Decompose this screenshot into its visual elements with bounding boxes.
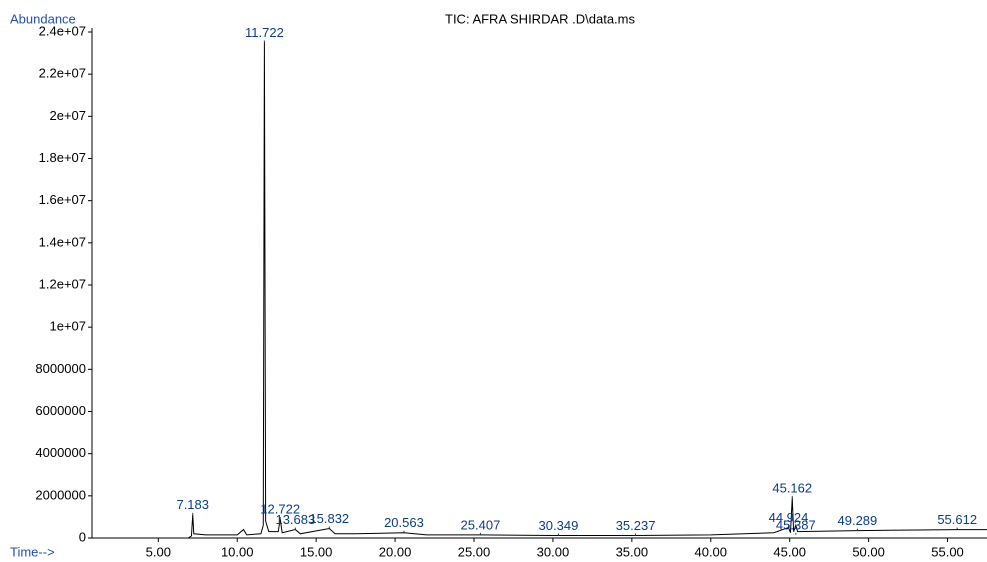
x-tick-label: 50.00	[852, 544, 885, 559]
x-tick-label: 45.00	[773, 544, 806, 559]
y-axis-label: Abundance	[10, 11, 76, 26]
peak-label: 20.563	[384, 515, 424, 530]
peak-label: 15.832	[309, 511, 349, 526]
peak-label: 49.289	[838, 513, 878, 528]
peak-label: 55.612	[937, 512, 977, 527]
y-tick-label: 1.8e+07	[39, 150, 86, 165]
x-tick-label: 10.00	[221, 544, 254, 559]
x-tick-label: 20.00	[379, 544, 412, 559]
y-tick-label: 1.2e+07	[39, 276, 86, 291]
x-tick-label: 40.00	[694, 544, 727, 559]
peak-label: 44.924	[769, 510, 809, 525]
peak-label: 35.237	[616, 518, 656, 533]
peak-label: 30.349	[539, 518, 579, 533]
y-tick-label: 6000000	[35, 403, 86, 418]
y-tick-label: 2e+07	[49, 108, 86, 123]
y-tick-label: 2.4e+07	[39, 23, 86, 38]
trace	[188, 42, 987, 539]
peak-label: 12.722	[260, 501, 300, 516]
y-tick-label: 8000000	[35, 361, 86, 376]
x-tick-label: 5.00	[146, 544, 171, 559]
peak-label: 7.183	[176, 497, 209, 512]
peak-label: 11.722	[245, 25, 284, 40]
y-tick-label: 0	[79, 529, 86, 544]
y-tick-label: 4000000	[35, 445, 86, 460]
y-tick-label: 1.6e+07	[39, 192, 86, 207]
y-tick-label: 1.4e+07	[39, 234, 86, 249]
x-tick-label: 55.00	[931, 544, 964, 559]
x-tick-label: 25.00	[458, 544, 491, 559]
x-axis-label: Time-->	[10, 544, 55, 559]
chart-title: TIC: AFRA SHIRDAR .D\data.ms	[445, 11, 635, 26]
y-tick-label: 1e+07	[49, 319, 86, 334]
y-tick-label: 2.2e+07	[39, 66, 86, 81]
x-tick-label: 35.00	[616, 544, 649, 559]
y-tick-label: 2000000	[35, 487, 86, 502]
peak-label: 45.162	[772, 480, 812, 495]
x-tick-label: 15.00	[300, 544, 333, 559]
peak-label: 13.683	[275, 512, 315, 527]
x-tick-label: 30.00	[537, 544, 570, 559]
peak-label: 25.407	[461, 517, 501, 532]
peak-label: 45.387	[776, 517, 816, 532]
